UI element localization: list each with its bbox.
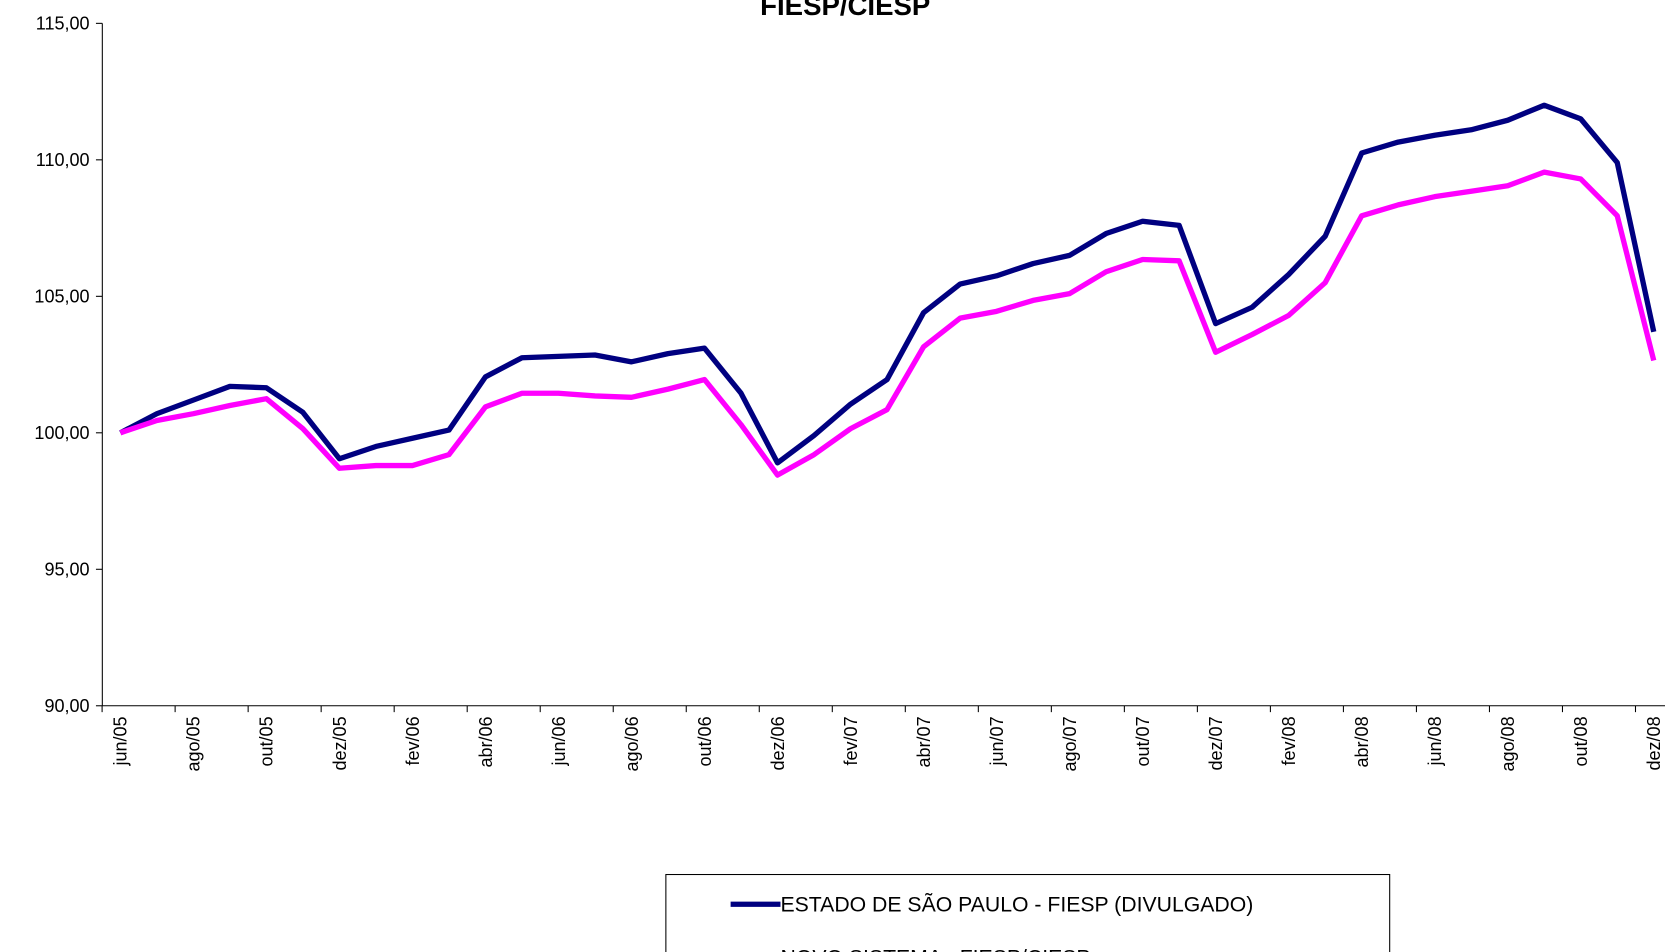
x-tick-label: dez/07 [1206, 716, 1226, 770]
x-tick-label: fev/08 [1279, 716, 1299, 765]
y-tick-label: 105,00 [34, 287, 89, 307]
x-tick-label: abr/08 [1352, 716, 1372, 767]
y-tick-label: 115,00 [36, 14, 90, 34]
x-tick-label: ago/07 [1060, 716, 1080, 771]
x-tick-label: jun/07 [987, 716, 1007, 766]
legend [665, 873, 1391, 952]
x-tick-label: fev/07 [841, 716, 861, 765]
x-tick-label: jun/05 [111, 716, 131, 766]
legend-label: NOVO SISTEMA - FIESP/CIESP [780, 947, 1090, 952]
x-tick-label: out/07 [1133, 716, 1153, 766]
x-tick-label: dez/05 [330, 716, 350, 770]
x-tick-label: jun/06 [549, 716, 569, 766]
series-line [119, 169, 1657, 478]
x-tick-label: out/06 [695, 716, 715, 766]
x-tick-label: ago/06 [622, 716, 642, 771]
x-tick-label: abr/06 [476, 716, 496, 767]
x-tick-label: ago/08 [1498, 716, 1518, 771]
chart-title: FIESP/CIESP [760, 0, 930, 21]
y-tick-label: 95,00 [44, 560, 89, 580]
x-tick-label: jun/08 [1425, 716, 1445, 766]
x-tick-label: fev/06 [403, 716, 423, 765]
legend-label: ESTADO DE SÃO PAULO - FIESP (DIVULGADO) [780, 892, 1253, 917]
x-tick-label: out/05 [257, 716, 277, 766]
y-tick-label: 90,00 [44, 696, 89, 716]
y-tick-label: 100,00 [34, 423, 89, 443]
x-tick-label: ago/05 [184, 716, 204, 771]
x-tick-label: dez/06 [768, 716, 788, 770]
x-tick-label: out/08 [1571, 716, 1591, 766]
x-tick-label: dez/08 [1644, 716, 1664, 770]
series-line [119, 102, 1657, 466]
x-tick-label: abr/07 [914, 716, 934, 767]
y-tick-label: 110,00 [36, 150, 90, 170]
